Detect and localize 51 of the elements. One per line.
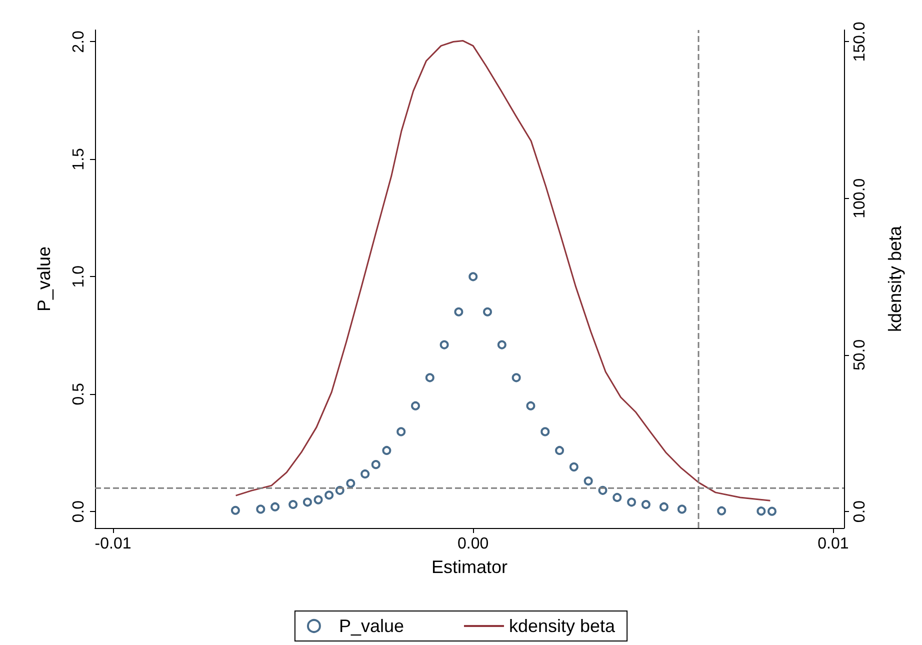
y-tick-label: 0.0: [70, 500, 88, 523]
point: [454, 307, 464, 316]
y-tick-label: 1.0: [70, 265, 88, 288]
point: [540, 427, 550, 436]
point: [627, 498, 636, 507]
y-axis-title: P_value: [34, 246, 54, 312]
point: [677, 504, 686, 514]
point: [371, 460, 380, 470]
point: [302, 498, 312, 507]
y-tick-label: 0.5: [70, 382, 88, 406]
point: [497, 340, 506, 350]
y2-axis-title: kdensity beta: [885, 224, 905, 332]
point: [346, 478, 356, 488]
point: [270, 502, 280, 512]
y-tick-label: 1.5: [70, 148, 88, 170]
point: [230, 506, 240, 515]
point: [756, 506, 766, 516]
y-tick-label: 2.0: [70, 30, 88, 53]
point: [659, 502, 668, 512]
y2-tick-label: 100.0: [852, 178, 868, 218]
point: [584, 476, 593, 486]
point: [425, 373, 434, 382]
point: [641, 500, 650, 510]
y2-tick-label: 150.0: [852, 22, 868, 62]
point: [555, 446, 564, 455]
y2-tick-label: 0.0: [852, 500, 868, 523]
point: [512, 373, 521, 382]
point: [612, 492, 622, 502]
point: [314, 495, 323, 504]
x-tick-label: 0.01: [818, 536, 849, 552]
point: [483, 307, 492, 316]
point: [382, 446, 392, 455]
point: [440, 340, 449, 350]
point: [360, 469, 370, 478]
legend-label: kdensity beta: [508, 616, 616, 636]
line-series: [235, 40, 771, 502]
point: [767, 506, 776, 516]
point: [569, 462, 578, 472]
point: [396, 427, 406, 436]
point: [717, 506, 726, 516]
point: [468, 272, 478, 282]
point: [410, 401, 420, 410]
point: [324, 490, 334, 500]
x-axis-title: Estimator: [431, 557, 508, 577]
x-tick-label: -0.01: [94, 536, 132, 552]
legend-label: P_value: [338, 616, 404, 636]
point: [526, 401, 536, 410]
y2-tick-label: 50.0: [852, 339, 868, 371]
point: [288, 500, 298, 510]
point: [256, 504, 266, 514]
x-tick-label: 0.00: [458, 536, 489, 552]
